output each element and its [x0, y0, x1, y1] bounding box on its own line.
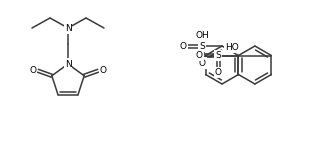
- Text: S: S: [215, 51, 221, 60]
- Text: O: O: [29, 66, 36, 75]
- Text: O: O: [215, 68, 222, 77]
- Text: S: S: [199, 41, 205, 50]
- Text: N: N: [65, 60, 72, 69]
- Text: O: O: [100, 66, 107, 75]
- Text: O: O: [179, 41, 187, 50]
- Text: HO: HO: [226, 43, 239, 52]
- Text: OH: OH: [195, 30, 209, 39]
- Text: O: O: [196, 51, 203, 60]
- Text: O: O: [198, 58, 206, 67]
- Text: N: N: [65, 24, 72, 32]
